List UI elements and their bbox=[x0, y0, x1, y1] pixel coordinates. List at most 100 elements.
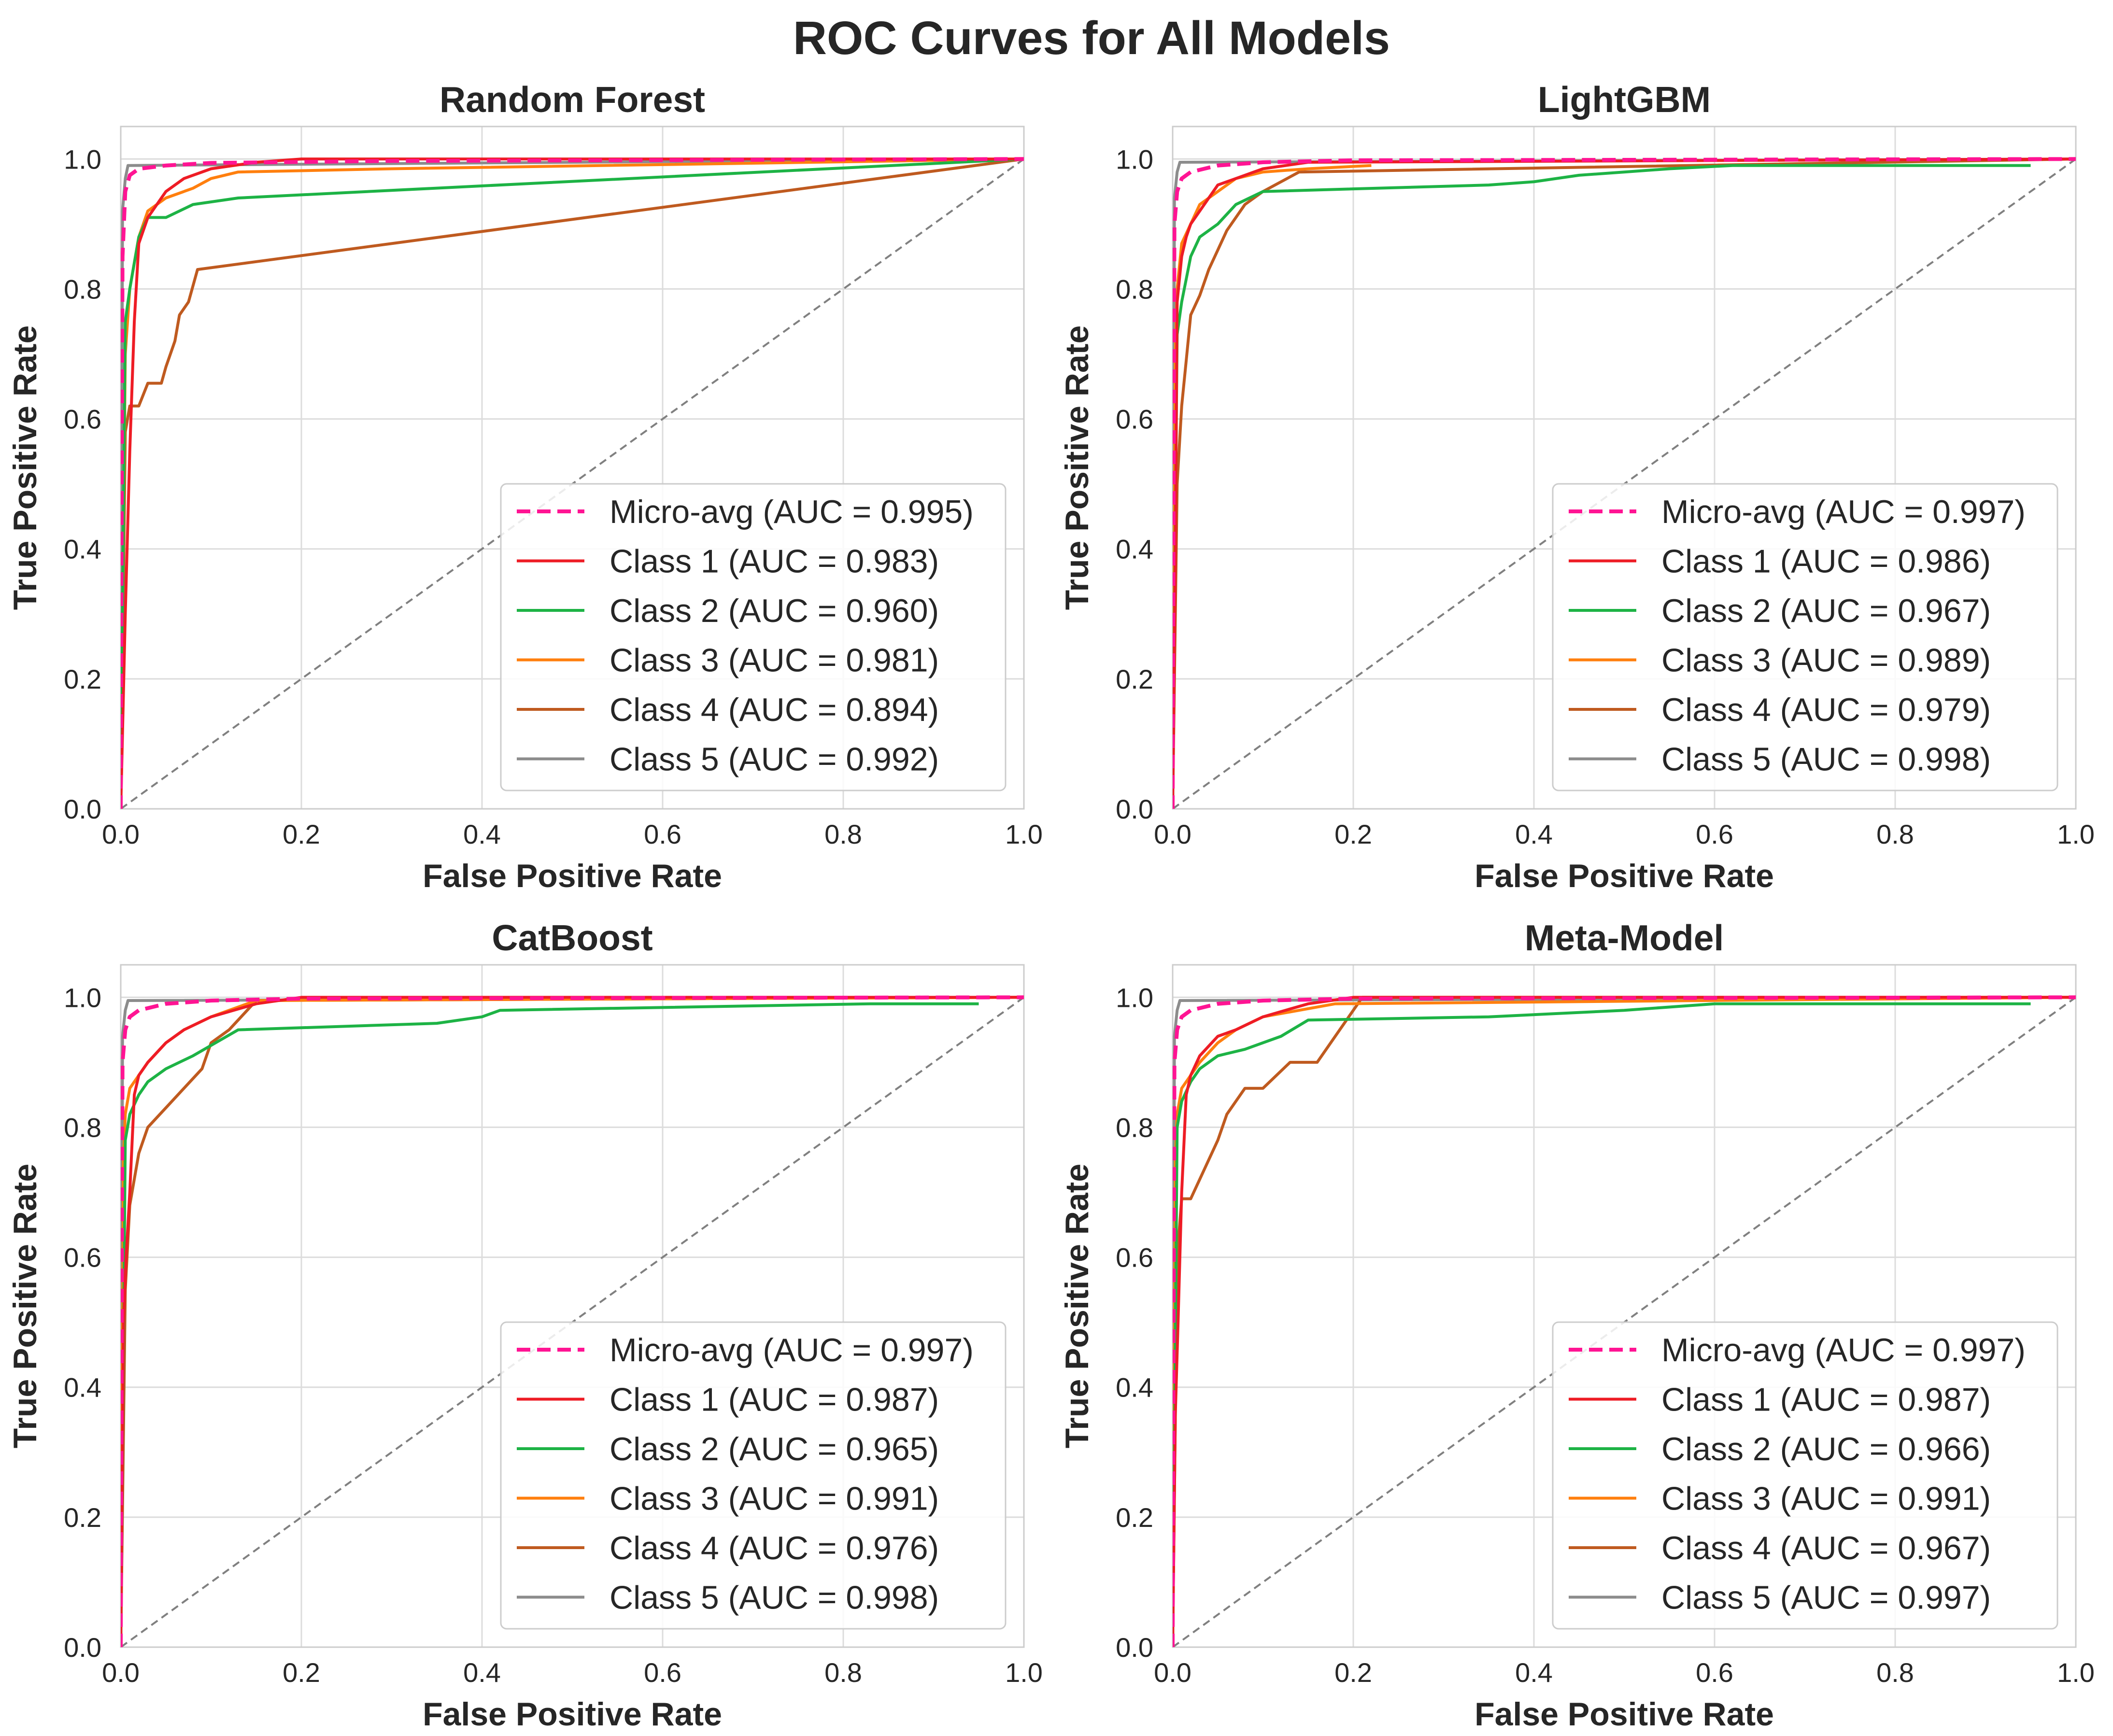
legend-label: Micro-avg (AUC = 0.997) bbox=[1661, 494, 2026, 530]
legend-label: Class 5 (AUC = 0.998) bbox=[1661, 741, 1991, 778]
series-group bbox=[1173, 157, 2076, 809]
legend-label: Class 5 (AUC = 0.998) bbox=[610, 1580, 939, 1616]
panel-title: LightGBM bbox=[1538, 79, 1711, 120]
x-tick-label: 0.4 bbox=[1515, 819, 1553, 849]
panels: 0.00.00.20.20.40.40.60.60.80.81.01.0Rand… bbox=[7, 79, 2095, 1733]
legend-label: Class 4 (AUC = 0.894) bbox=[610, 692, 939, 728]
legend: Micro-avg (AUC = 0.997) Class 1 (AUC = 0.… bbox=[1552, 1321, 2058, 1630]
roc-panel-random-forest: 0.00.0 0.2 0.2 0.4 0.4 0.6 0.6 0.8 0.8 1.0 1.0 Rand… bbox=[7, 79, 1043, 894]
y-tick-label: 0.8 bbox=[64, 274, 101, 304]
roc-line-micro-avg bbox=[121, 995, 1024, 1647]
y-tick-label: 0.4 bbox=[64, 534, 101, 565]
y-tick-label: 0.4 bbox=[1116, 1372, 1153, 1403]
x-tick-label: 0.2 bbox=[1334, 819, 1372, 849]
panel-title: Meta-Model bbox=[1525, 917, 1724, 958]
panel-title: Random Forest bbox=[440, 79, 705, 120]
legend-label: Class 2 (AUC = 0.960) bbox=[610, 593, 939, 629]
legend: Micro-avg (AUC = 0.997) Class 1 (AUC = 0.… bbox=[500, 1321, 1007, 1630]
legend-label: Micro-avg (AUC = 0.997) bbox=[1661, 1332, 2026, 1369]
x-tick-label: 0.4 bbox=[1515, 1657, 1553, 1688]
y-tick-label: 0.0 bbox=[64, 794, 101, 824]
roc-panel-meta-model: 0.00.0 0.2 0.2 0.4 0.4 0.6 0.6 0.8 0.8 1.0 1.0 Meta… bbox=[1059, 917, 2095, 1733]
y-tick-label: 0.6 bbox=[64, 1242, 101, 1273]
y-tick-label: 0.4 bbox=[64, 1372, 101, 1403]
y-tick-label: 0.0 bbox=[1116, 1632, 1153, 1663]
x-axis-label: False Positive Rate bbox=[423, 858, 722, 894]
roc-line-class-4 bbox=[121, 157, 1024, 809]
series-group bbox=[1173, 995, 2076, 1647]
y-tick-label: 0.4 bbox=[1116, 534, 1153, 565]
y-tick-label: 0.2 bbox=[64, 664, 101, 694]
legend: Micro-avg (AUC = 0.995) Class 1 (AUC = 0.… bbox=[500, 483, 1007, 791]
roc-line-class-2 bbox=[121, 1002, 979, 1647]
legend-label: Class 3 (AUC = 0.989) bbox=[1661, 642, 1991, 679]
x-tick-label: 0.4 bbox=[463, 819, 501, 849]
panel-title: CatBoost bbox=[492, 917, 652, 958]
y-tick-label: 0.8 bbox=[1116, 274, 1153, 304]
x-tick-label: 0.0 bbox=[1154, 1657, 1191, 1688]
legend-label: Class 3 (AUC = 0.981) bbox=[610, 642, 939, 679]
legend-box bbox=[1552, 1321, 2058, 1630]
x-tick-label: 0.8 bbox=[1876, 819, 1914, 849]
legend-label: Class 1 (AUC = 0.983) bbox=[610, 543, 939, 580]
legend-label: Class 1 (AUC = 0.986) bbox=[1661, 543, 1991, 580]
x-tick-label: 1.0 bbox=[2057, 819, 2095, 849]
legend-label: Class 3 (AUC = 0.991) bbox=[1661, 1481, 1991, 1517]
roc-line-class-1 bbox=[121, 996, 1024, 1647]
y-tick-label: 0.2 bbox=[1116, 1502, 1153, 1533]
legend-box bbox=[1552, 483, 2058, 791]
roc-line-micro-avg bbox=[121, 157, 1024, 809]
x-tick-label: 1.0 bbox=[1005, 1657, 1043, 1688]
x-tick-label: 1.0 bbox=[2057, 1657, 2095, 1688]
legend-label: Class 2 (AUC = 0.967) bbox=[1661, 593, 1991, 629]
y-tick-label: 0.0 bbox=[1116, 794, 1153, 824]
y-tick-label: 0.8 bbox=[1116, 1112, 1153, 1143]
x-tick-label: 0.6 bbox=[644, 819, 681, 849]
x-tick-label: 0.4 bbox=[463, 1657, 501, 1688]
legend-label: Class 5 (AUC = 0.992) bbox=[610, 741, 939, 778]
y-tick-label: 0.6 bbox=[1116, 404, 1153, 435]
y-tick-label: 1.0 bbox=[64, 144, 101, 174]
y-tick-label: 1.0 bbox=[64, 982, 101, 1013]
legend-label: Micro-avg (AUC = 0.995) bbox=[610, 494, 974, 530]
y-axis-label: True Positive Rate bbox=[1059, 1164, 1095, 1449]
x-tick-label: 0.8 bbox=[824, 1657, 862, 1688]
roc-panel-catboost: 0.00.0 0.2 0.2 0.4 0.4 0.6 0.6 0.8 0.8 1.0 1.0 CatB… bbox=[7, 917, 1043, 1733]
x-tick-label: 0.8 bbox=[824, 819, 862, 849]
x-tick-label: 0.2 bbox=[283, 819, 320, 849]
legend-label: Class 2 (AUC = 0.966) bbox=[1661, 1431, 1991, 1468]
legend: Micro-avg (AUC = 0.997) Class 1 (AUC = 0.… bbox=[1552, 483, 2058, 791]
legend-label: Class 4 (AUC = 0.979) bbox=[1661, 692, 1991, 728]
y-tick-label: 0.8 bbox=[64, 1112, 101, 1143]
series-group bbox=[121, 995, 1024, 1647]
legend-label: Class 4 (AUC = 0.967) bbox=[1661, 1530, 1991, 1567]
x-tick-label: 0.6 bbox=[1696, 819, 1733, 849]
x-tick-label: 0.2 bbox=[283, 1657, 320, 1688]
x-tick-label: 0.6 bbox=[1696, 1657, 1733, 1688]
roc-line-class-2 bbox=[1173, 1002, 2031, 1647]
x-tick-label: 0.2 bbox=[1334, 1657, 1372, 1688]
x-tick-label: 0.0 bbox=[102, 819, 140, 849]
y-axis-label: True Positive Rate bbox=[1059, 325, 1095, 610]
y-tick-label: 1.0 bbox=[1116, 982, 1153, 1013]
roc-line-class-3 bbox=[121, 157, 1024, 809]
roc-line-class-1 bbox=[121, 157, 1024, 809]
roc-panel-lightgbm: 0.00.0 0.2 0.2 0.4 0.4 0.6 0.6 0.8 0.8 1.0 1.0 Ligh… bbox=[1059, 79, 2095, 894]
legend-label: Class 2 (AUC = 0.965) bbox=[610, 1431, 939, 1468]
legend-box bbox=[500, 1321, 1007, 1630]
y-axis-label: True Positive Rate bbox=[7, 325, 43, 610]
roc-line-class-1 bbox=[1173, 157, 2076, 809]
legend-label: Class 1 (AUC = 0.987) bbox=[610, 1382, 939, 1418]
series-group bbox=[121, 157, 1024, 809]
x-axis-label: False Positive Rate bbox=[423, 1696, 722, 1733]
y-tick-label: 0.0 bbox=[64, 1632, 101, 1663]
legend-label: Class 5 (AUC = 0.997) bbox=[1661, 1580, 1991, 1616]
y-tick-label: 0.2 bbox=[1116, 664, 1153, 694]
x-axis-label: False Positive Rate bbox=[1475, 858, 1774, 894]
x-tick-label: 0.6 bbox=[644, 1657, 681, 1688]
legend-label: Class 3 (AUC = 0.991) bbox=[610, 1481, 939, 1517]
legend-label: Class 1 (AUC = 0.987) bbox=[1661, 1382, 1991, 1418]
y-tick-label: 1.0 bbox=[1116, 144, 1153, 174]
legend-label: Micro-avg (AUC = 0.997) bbox=[610, 1332, 974, 1369]
